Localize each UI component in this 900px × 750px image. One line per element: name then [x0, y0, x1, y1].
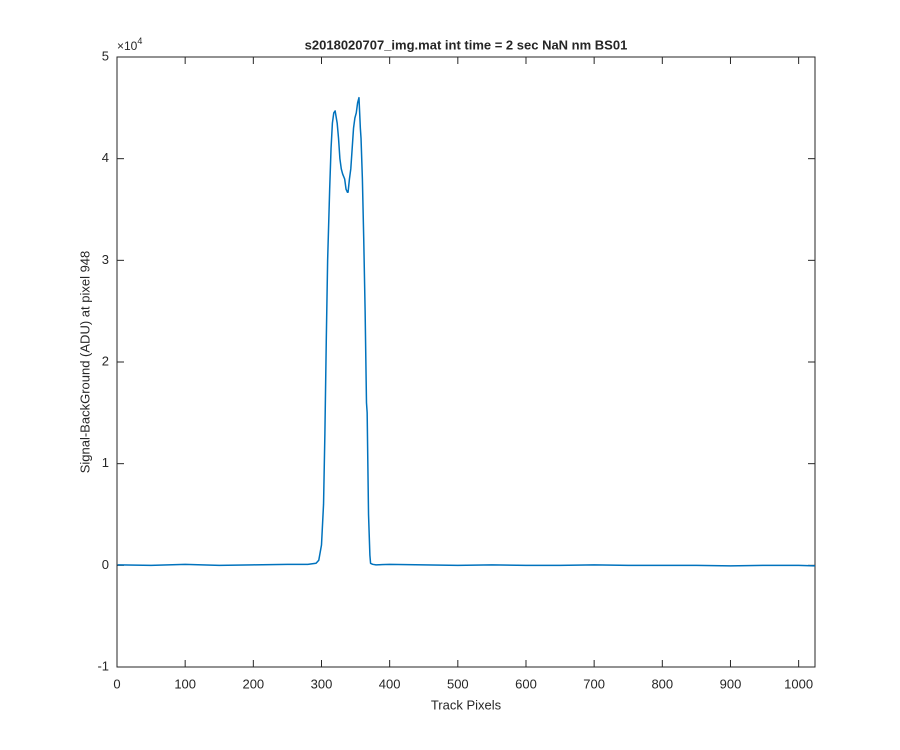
y-multiplier-base: ×10: [117, 39, 138, 53]
x-tick-label: 1000: [784, 676, 813, 691]
x-tick-label: 0: [113, 676, 120, 691]
x-tick-label: 700: [583, 676, 605, 691]
x-axis-label: Track Pixels: [431, 697, 502, 712]
x-tick-label: 900: [720, 676, 742, 691]
x-tick-label: 100: [174, 676, 196, 691]
x-tick-label: 400: [379, 676, 401, 691]
y-tick-label: 4: [102, 150, 109, 165]
x-tick-label: 800: [651, 676, 673, 691]
y-multiplier-exponent: 4: [137, 36, 142, 46]
x-tick-label: 600: [515, 676, 537, 691]
y-multiplier: ×104: [117, 36, 142, 53]
y-tick-label: -1: [97, 658, 109, 673]
x-tick-label: 500: [447, 676, 469, 691]
y-tick-label: 5: [102, 48, 109, 63]
y-tick-label: 0: [102, 557, 109, 572]
chart-title: s2018020707_img.mat int time = 2 sec NaN…: [305, 37, 628, 52]
y-tick-label: 2: [102, 353, 109, 368]
x-tick-label: 300: [311, 676, 333, 691]
y-tick-label: 1: [102, 455, 109, 470]
data-line: [117, 96, 816, 567]
x-tick-label: 200: [242, 676, 264, 691]
y-axis-label: Signal-BackGround (ADU) at pixel 948: [77, 251, 92, 474]
y-tick-label: 3: [102, 252, 109, 267]
